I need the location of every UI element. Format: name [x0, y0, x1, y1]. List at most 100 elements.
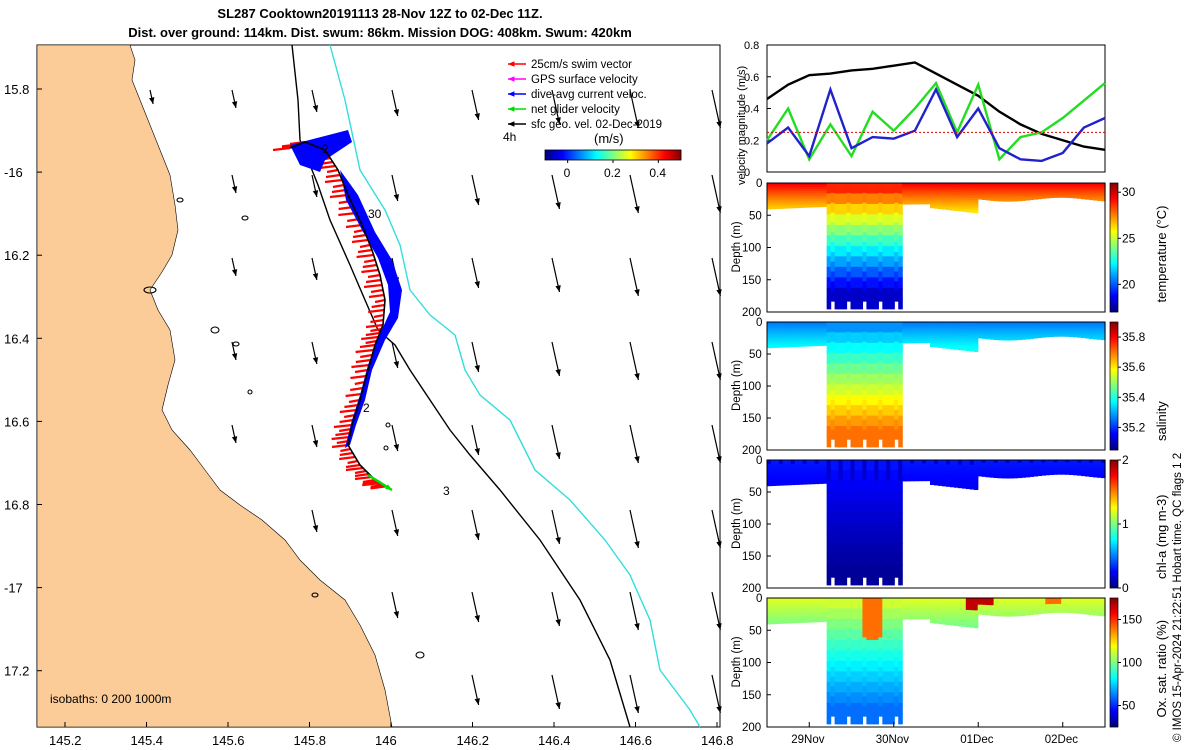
- geo-vector: [711, 424, 721, 464]
- depth-ylabel: Depth (m): [731, 636, 743, 687]
- geo-vector-head: [231, 436, 238, 443]
- geo-vector: [711, 257, 721, 297]
- geo-vector-head: [634, 706, 640, 713]
- colorbar-label: salinity: [1154, 401, 1169, 441]
- depth-tick-label: 50: [749, 210, 762, 222]
- map-x-tick-label-5: 146.2: [457, 733, 490, 748]
- geo-vector-head: [716, 456, 722, 463]
- reef-9: [176, 197, 184, 203]
- colorbar-tick-label-2: 0.4: [649, 166, 666, 180]
- velocity-panel: 0 0.2 0.4 0.6 0.8 velocity magnitude (m/s): [736, 40, 1106, 185]
- glider-track-map: 2 30 2 3 25cm/s swim vector GPS surface veloc…: [4, 44, 734, 748]
- legend-arrow-4-head: [508, 121, 515, 127]
- geo-vector-head: [393, 444, 399, 451]
- time-tick-label-3: 02Dec: [1045, 734, 1078, 746]
- depth-ylabel: Depth (m): [731, 498, 743, 549]
- geo-vector-head: [716, 289, 722, 296]
- reef-1: [210, 326, 220, 334]
- current-vectors-track: [340, 170, 402, 448]
- legend-arrow-0-head: [508, 61, 515, 67]
- vel-y-tick-label-4: 0.8: [744, 40, 759, 52]
- geo-vector: [711, 509, 721, 549]
- depth-tick-label: 50: [749, 349, 762, 361]
- geo-vector-head: [474, 198, 480, 205]
- geo-vector-head: [474, 365, 480, 372]
- isobath-200m: [291, 44, 631, 728]
- colorbar-label: chl-a (mg m-3): [1154, 494, 1169, 579]
- geo-vector-head: [716, 541, 722, 548]
- geo-vector-head: [312, 105, 319, 112]
- net-glider-velocity-arrow-head: [385, 484, 392, 490]
- velocity-ylabel: velocity magnitude (m/s): [736, 66, 748, 185]
- geo-vector-head: [634, 289, 640, 296]
- map-x-tick-label-3: 145.8: [294, 733, 327, 748]
- geo-vector-head: [716, 706, 722, 713]
- geo-vector-head: [231, 353, 238, 360]
- geo-vector: [629, 509, 639, 549]
- geostrophic-vectors: [149, 89, 722, 714]
- geo-vector-head: [312, 525, 319, 532]
- cbar-tick-label: 20: [1122, 277, 1136, 291]
- geo-vector-head: [634, 541, 640, 548]
- geo-vector: [629, 257, 639, 297]
- colorbar-tick-label-1: 0.2: [604, 166, 621, 180]
- vel-y-tick-label-2: 0.4: [744, 104, 759, 116]
- cbar-tick-label: 30: [1122, 185, 1136, 199]
- depth-tick-label: 200: [742, 722, 761, 734]
- colorbar-unit: (m/s): [594, 131, 624, 146]
- track-day-label-2: 2: [363, 401, 370, 415]
- geo-vector-head: [555, 452, 561, 459]
- legend-label-3: net glider velocity: [531, 104, 620, 116]
- isobath-1000m: [329, 44, 701, 728]
- depth-tick-label: 200: [742, 307, 761, 319]
- track-day-label-0: 2: [322, 142, 329, 156]
- colorbar-label: temperature (°C): [1154, 206, 1169, 303]
- depth-tick-label: 0: [756, 317, 762, 329]
- velocity-frame: [766, 44, 1106, 173]
- legend-arrow-1-head: [508, 76, 515, 82]
- geo-vector: [629, 674, 639, 714]
- cbar-tick-label: 25: [1122, 231, 1136, 245]
- geo-vector-head: [312, 440, 319, 447]
- colorbar-frame: [1109, 321, 1119, 451]
- geo-vector-head: [474, 698, 480, 705]
- depth-tick-label: 0: [756, 178, 762, 190]
- geo-vector-head: [231, 269, 238, 276]
- colorbar-frame: [1109, 182, 1119, 313]
- reef-3: [241, 215, 249, 221]
- geo-vector: [711, 89, 721, 129]
- map-x-tick-label-6: 146.4: [538, 733, 571, 748]
- map-y-tick-label-1: -16: [4, 165, 23, 180]
- geo-vector-head: [474, 281, 480, 288]
- geo-vector-head: [393, 361, 399, 368]
- depth-tick-label: 100: [742, 658, 761, 670]
- geo-vector: [629, 174, 639, 214]
- depth-tick-label: 0: [756, 455, 762, 467]
- geo-vector: [629, 591, 639, 631]
- coastline-land: [36, 44, 393, 728]
- track-day-label-3: 3: [443, 484, 450, 498]
- reef-8: [311, 592, 319, 598]
- legend-arrow-2-head: [508, 91, 515, 97]
- map-legend: 25cm/s swim vector GPS surface velocity di…: [508, 59, 662, 131]
- depth-ylabel: Depth (m): [731, 221, 743, 272]
- cbar-tick-label: 1: [1122, 517, 1129, 531]
- depth-tick-label: 200: [742, 583, 761, 595]
- geo-vector-head: [555, 537, 561, 544]
- geo-vector: [711, 174, 721, 214]
- legend-arrow-3-head: [508, 106, 515, 112]
- map-x-tick-label-2: 145.6: [212, 733, 245, 748]
- velocity-series-1: [766, 80, 1106, 162]
- vel-y-tick-label-0: 0: [744, 167, 750, 179]
- vel-y-tick-label-3: 0.6: [744, 72, 759, 84]
- chart-title-line2: Dist. over ground: 114km. Dist. swum: 86…: [128, 25, 632, 40]
- map-y-tick-label-0: 15.8: [4, 82, 29, 97]
- cbar-tick-label: 0: [1122, 581, 1129, 595]
- depth-tick-label: 100: [742, 243, 761, 255]
- depth-tick-label: 50: [749, 625, 762, 637]
- velocity-series-0: [766, 61, 1106, 151]
- cbar-tick-label: 35.4: [1122, 390, 1146, 404]
- current-vectors-north: [290, 130, 352, 172]
- geo-vector-head: [393, 109, 399, 116]
- reef-5: [385, 422, 391, 428]
